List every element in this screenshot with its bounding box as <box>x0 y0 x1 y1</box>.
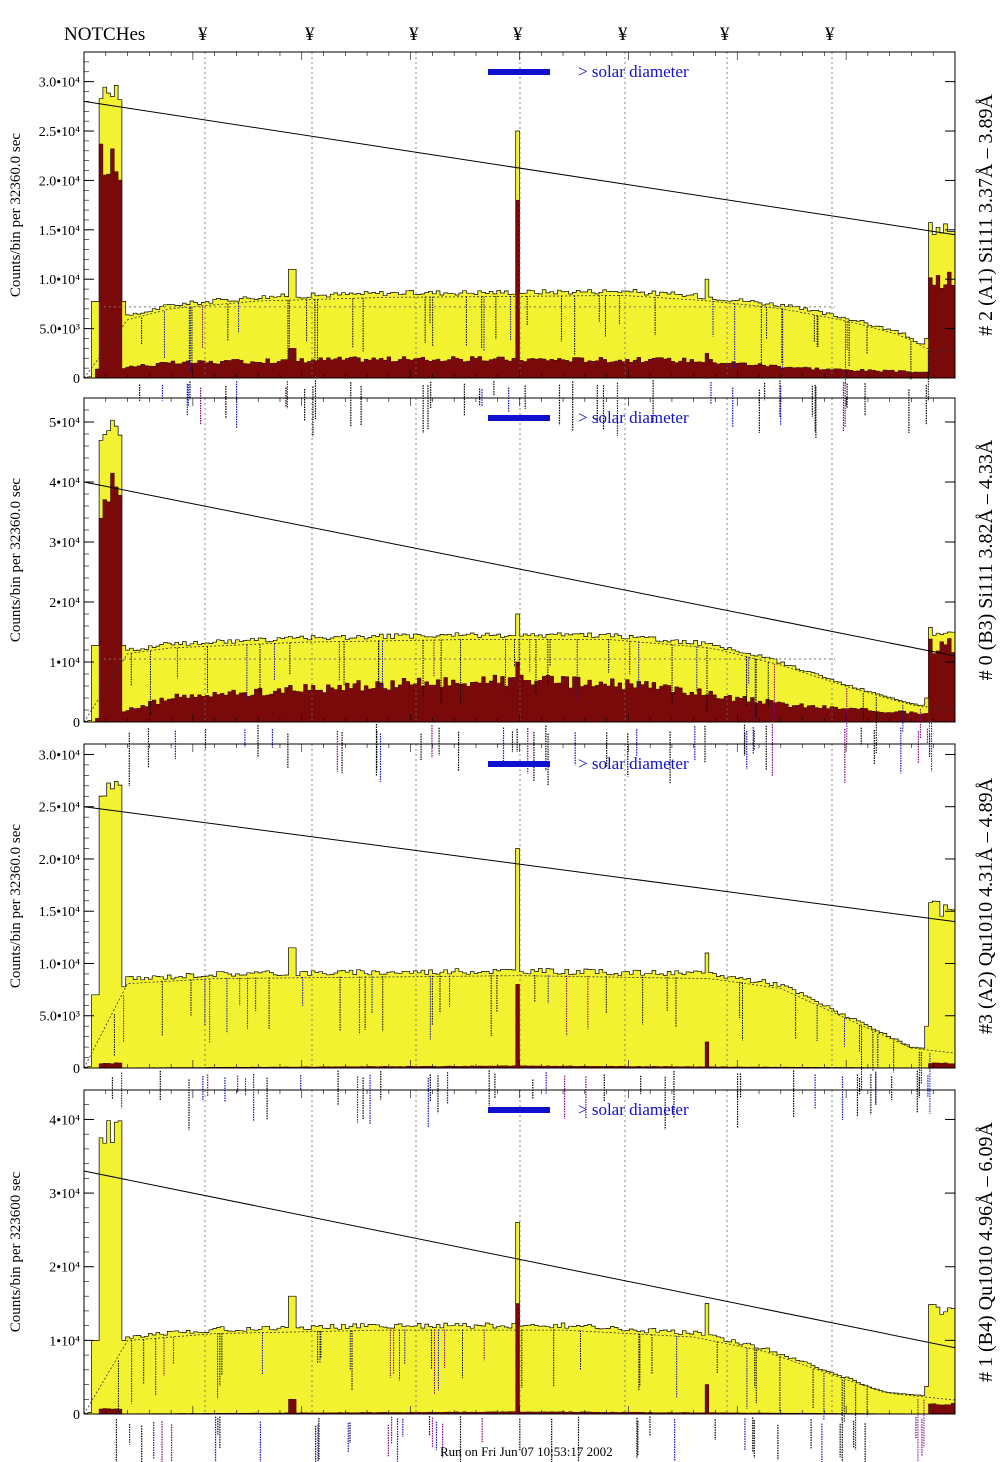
legend-label: > solar diameter <box>578 754 689 773</box>
y-tick-label: 1.0•10⁴ <box>39 273 80 288</box>
y-tick-label: 1•10⁴ <box>49 1334 80 1349</box>
y-tick-label: 0 <box>73 372 80 387</box>
notch-symbol-7: ¥ <box>825 24 835 45</box>
y-tick-label: 3.0•10⁴ <box>39 748 80 763</box>
panel-3: 0 5.0•10³ 1.0•10⁴ 1.5•10⁴ 2.0•10⁴ 2.5•10⁴ 3.0•… <box>8 743 997 1131</box>
spectrum-area <box>83 419 956 723</box>
spectrum-area <box>83 781 956 1069</box>
y-tick-label: 5.0•10³ <box>39 323 80 338</box>
notch-symbol-2: ¥ <box>305 24 315 45</box>
background-area <box>84 472 956 723</box>
y-tick-label: 1.0•10⁴ <box>39 957 80 972</box>
legend-swatch <box>488 761 550 767</box>
background-area <box>84 143 956 379</box>
notch-symbol-5: ¥ <box>618 24 628 45</box>
y-tick-label: 2.5•10⁴ <box>39 801 80 816</box>
y-tick-label: 1.5•10⁴ <box>39 224 80 239</box>
y-tick-label: 0 <box>73 1408 80 1423</box>
y-tick-label: 1•10⁴ <box>49 656 80 671</box>
notch-symbol-1: ¥ <box>198 24 208 45</box>
y-tick-label: 5•10⁴ <box>49 416 80 431</box>
trend-line <box>83 481 956 657</box>
legend-swatch <box>488 69 550 75</box>
legend-swatch <box>488 415 550 421</box>
background-area <box>84 984 956 1069</box>
model-curve <box>83 975 956 1069</box>
notch-symbol-4: ¥ <box>513 24 523 45</box>
line-markers <box>111 975 931 1131</box>
panel-side-label: #3 (A2) Qu1010 4.31Å – 4.89Å <box>975 777 997 1034</box>
notch-label: NOTCHes <box>64 24 145 45</box>
line-markers <box>139 295 929 438</box>
panel-side-label: # 2 (A1) Si111 3.37Å – 3.89Å <box>975 94 997 336</box>
y-tick-label: 2•10⁴ <box>49 596 80 611</box>
legend-label: > solar diameter <box>578 408 689 427</box>
y-axis-label: Counts/bin per 32360.0 sec <box>8 133 24 297</box>
panel-1: 0 5.0•10³ 1.0•10⁴ 1.5•10⁴ 2.0•10⁴ 2.5•10⁴ 3.0•… <box>8 51 997 438</box>
y-axis-label: Counts/bin per 32360.0 sec <box>8 824 24 988</box>
line-markers <box>115 1329 925 1462</box>
panel-side-label: # 0 (B3) Si111 3.82Å – 4.33Å <box>975 439 997 680</box>
notch-symbols: ¥ ¥ ¥ ¥ ¥ ¥ ¥ <box>198 24 835 45</box>
y-tick-label: 4•10⁴ <box>49 1113 80 1128</box>
legend-label: > solar diameter <box>578 62 689 81</box>
background-area <box>84 1303 956 1415</box>
y-tick-label: 2.0•10⁴ <box>39 853 80 868</box>
y-tick-label: 3•10⁴ <box>49 536 80 551</box>
y-tick-label: 4•10⁴ <box>49 476 80 491</box>
spectrum-panels: 0 5.0•10³ 1.0•10⁴ 1.5•10⁴ 2.0•10⁴ 2.5•10⁴ 3.0•… <box>8 51 997 1462</box>
model-curve <box>83 294 956 379</box>
y-tick-label: 0 <box>73 716 80 731</box>
y-tick-label: 3•10⁴ <box>49 1187 80 1202</box>
y-tick-label: 2.5•10⁴ <box>39 125 80 140</box>
notch-symbol-3: ¥ <box>409 24 419 45</box>
panel-side-label: # 1 (B4) Qu1010 4.96Å – 6.09Å <box>975 1121 997 1382</box>
y-tick-label: 3.0•10⁴ <box>39 76 80 91</box>
y-tick-label: 1.5•10⁴ <box>39 905 80 920</box>
notch-symbol-6: ¥ <box>720 24 730 45</box>
footer-runinfo: Run on Fri Jun 07 10:53:17 2002 <box>440 1444 613 1459</box>
panel-4: 0 1•10⁴ 2•10⁴ 3•10⁴ 4•10⁴ Counts/bin per 3236… <box>8 1089 997 1462</box>
y-tick-label: 2•10⁴ <box>49 1261 80 1276</box>
y-axis-label: Counts/bin per 323600 sec <box>8 1171 24 1332</box>
trend-line <box>83 806 956 923</box>
legend-swatch <box>488 1107 550 1113</box>
y-tick-label: 2.0•10⁴ <box>39 174 80 189</box>
y-axis-label: Counts/bin per 32360.0 sec <box>8 478 24 642</box>
y-tick-label: 5.0•10³ <box>39 1010 80 1025</box>
y-tick-label: 0 <box>73 1062 80 1077</box>
panel-2: 0 1•10⁴ 2•10⁴ 3•10⁴ 4•10⁴ 5•10⁴ Counts/bin per… <box>8 397 997 786</box>
model-curve <box>83 1329 956 1415</box>
trend-line <box>83 1170 956 1349</box>
legend-label: > solar diameter <box>578 1100 689 1119</box>
trend-line <box>83 100 956 236</box>
